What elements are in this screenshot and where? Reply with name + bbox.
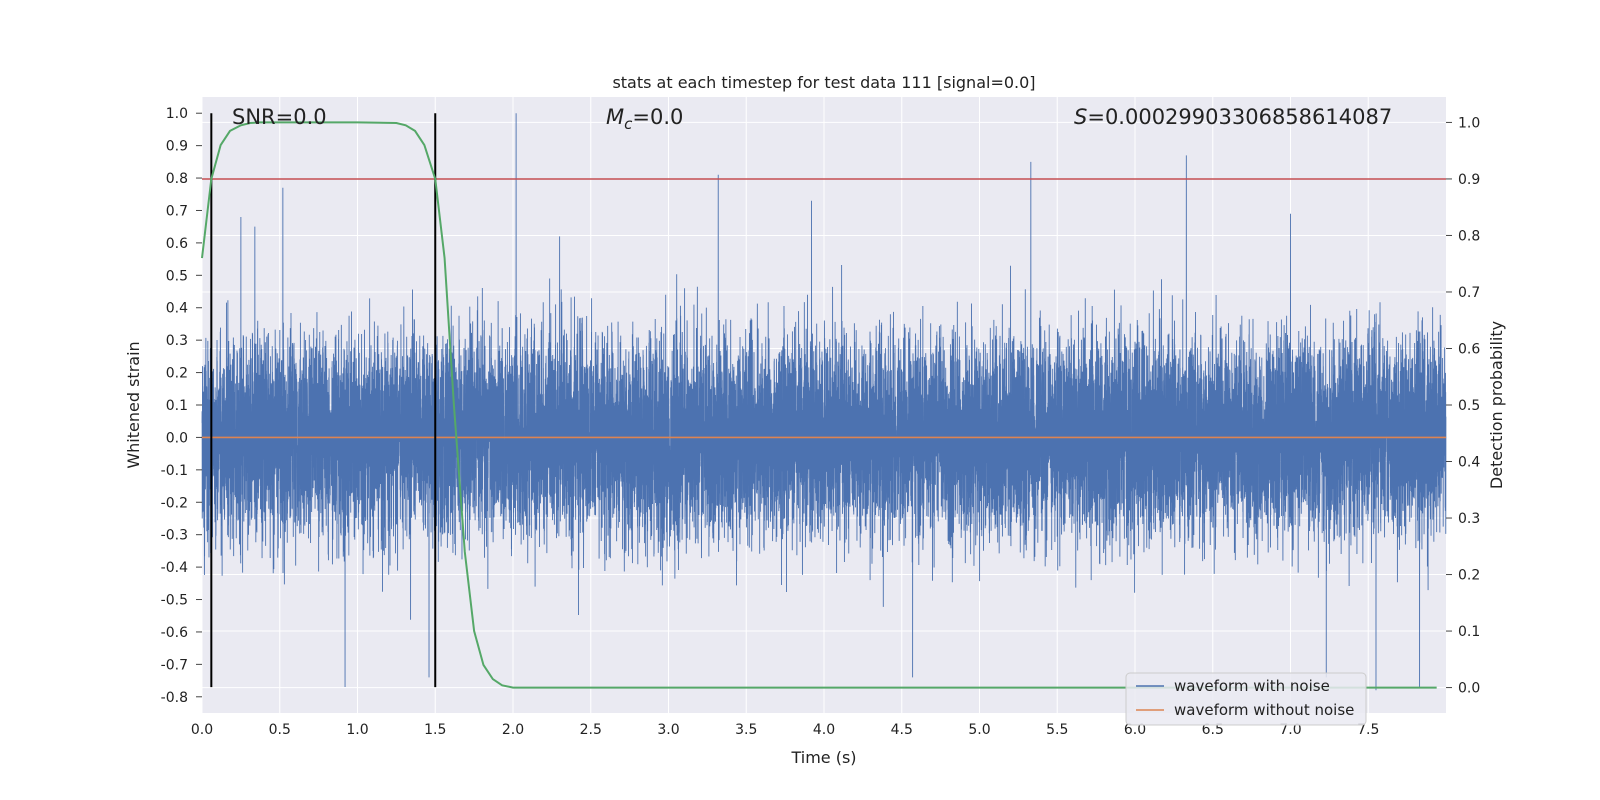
- right-axis-ticks: 1.0 0.9 0.8 0.7 0.6 0.5 0.4 0.3 0.2 0.1 0.0: [1446, 115, 1480, 697]
- left-y-tick-label: 0.6: [166, 236, 188, 252]
- left-y-tick-label: 0.2: [166, 366, 188, 382]
- x-tick-label: 2.5: [580, 722, 602, 738]
- right-y-tick-label: 0.0: [1458, 681, 1480, 697]
- snr-annotation: SNR=0.0: [232, 105, 327, 129]
- left-y-tick-label: -0.3: [161, 528, 188, 544]
- legend-label-clean: waveform without noise: [1174, 701, 1354, 719]
- left-y-tick-label: -0.4: [161, 560, 188, 576]
- right-y-tick-label: 0.9: [1458, 172, 1480, 188]
- x-tick-label: 4.5: [891, 722, 913, 738]
- x-tick-label: 7.0: [1279, 722, 1301, 738]
- x-tick-label: 6.0: [1124, 722, 1146, 738]
- left-y-tick-label: -0.8: [161, 690, 188, 706]
- chirp-mass-symbol: M: [606, 105, 624, 129]
- chirp-mass-value: =0.0: [632, 105, 683, 129]
- right-y-tick-label: 0.3: [1458, 511, 1480, 527]
- x-tick-label: 7.5: [1357, 722, 1379, 738]
- x-tick-label: 0.0: [191, 722, 213, 738]
- right-y-tick-label: 0.2: [1458, 568, 1480, 584]
- noise-series-layer: [201, 113, 1447, 691]
- left-y-tick-label: -0.1: [161, 463, 188, 479]
- series-waveform-with-noise: [201, 113, 1447, 691]
- left-axis-ticks: 1.0 0.9 0.8 0.7 0.6 0.5 0.4 0.3 0.2 0.1 0.0 -0.1 -0.…: [161, 106, 202, 706]
- left-y-tick-label: 0.9: [166, 139, 188, 155]
- overlay-layer: [201, 113, 1446, 689]
- right-y-tick-label: 0.8: [1458, 228, 1480, 244]
- right-y-axis-title: Detection probability: [1487, 321, 1506, 489]
- right-y-tick-label: 0.7: [1458, 285, 1480, 301]
- x-tick-label: 4.0: [813, 722, 835, 738]
- left-y-tick-label: 0.5: [166, 268, 188, 284]
- right-y-tick-label: 0.1: [1458, 624, 1480, 640]
- x-tick-label: 3.0: [657, 722, 679, 738]
- x-tick-label: 3.5: [735, 722, 757, 738]
- left-y-tick-label: -0.2: [161, 495, 188, 511]
- left-y-tick-label: 0.1: [166, 398, 188, 414]
- y-axis-title: Whitened strain: [124, 341, 143, 468]
- x-axis-title: Time (s): [790, 748, 856, 767]
- x-axis-ticks: 0.0 0.5 1.0 1.5 2.0 2.5 3.0 3.5 4.0 4.5 5.0 5.5 6.0 6…: [191, 722, 1380, 738]
- right-y-tick-label: 0.6: [1458, 341, 1480, 357]
- x-tick-label: 1.5: [424, 722, 446, 738]
- x-tick-label: 5.0: [968, 722, 990, 738]
- left-y-tick-label: 0.7: [166, 203, 188, 219]
- legend-box: [1125, 672, 1367, 726]
- right-y-tick-label: 0.4: [1458, 455, 1480, 471]
- x-tick-label: 1.0: [346, 722, 368, 738]
- left-y-tick-label: 0.0: [166, 430, 188, 446]
- left-y-tick-label: 0.4: [166, 301, 188, 317]
- s-statistic-symbol: S: [1074, 105, 1087, 129]
- s-statistic-value: =0.00029903306858614087: [1087, 105, 1392, 129]
- chirp-mass-annotation: Mc=0.0: [606, 105, 683, 133]
- left-y-tick-label: 0.8: [166, 171, 188, 187]
- s-statistic-annotation: S=0.00029903306858614087: [1074, 105, 1392, 129]
- chart-title: stats at each timestep for test data 111…: [612, 73, 1035, 92]
- legend: waveform with noise waveform without noi…: [1125, 672, 1367, 726]
- left-y-tick-label: 1.0: [166, 106, 188, 122]
- left-y-tick-label: -0.5: [161, 593, 188, 609]
- legend-label-noise: waveform with noise: [1174, 677, 1330, 695]
- right-y-tick-label: 0.5: [1458, 398, 1480, 414]
- left-y-tick-label: -0.7: [161, 657, 188, 673]
- x-tick-label: 5.5: [1046, 722, 1068, 738]
- series-detection-probability: [201, 121, 1437, 689]
- x-tick-label: 2.0: [502, 722, 524, 738]
- chirp-mass-subscript: c: [624, 115, 633, 133]
- x-tick-label: 0.5: [269, 722, 291, 738]
- right-y-tick-label: 1.0: [1458, 115, 1480, 131]
- left-y-tick-label: -0.6: [161, 625, 188, 641]
- x-tick-label: 6.5: [1202, 722, 1224, 738]
- left-y-tick-label: 0.3: [166, 333, 188, 349]
